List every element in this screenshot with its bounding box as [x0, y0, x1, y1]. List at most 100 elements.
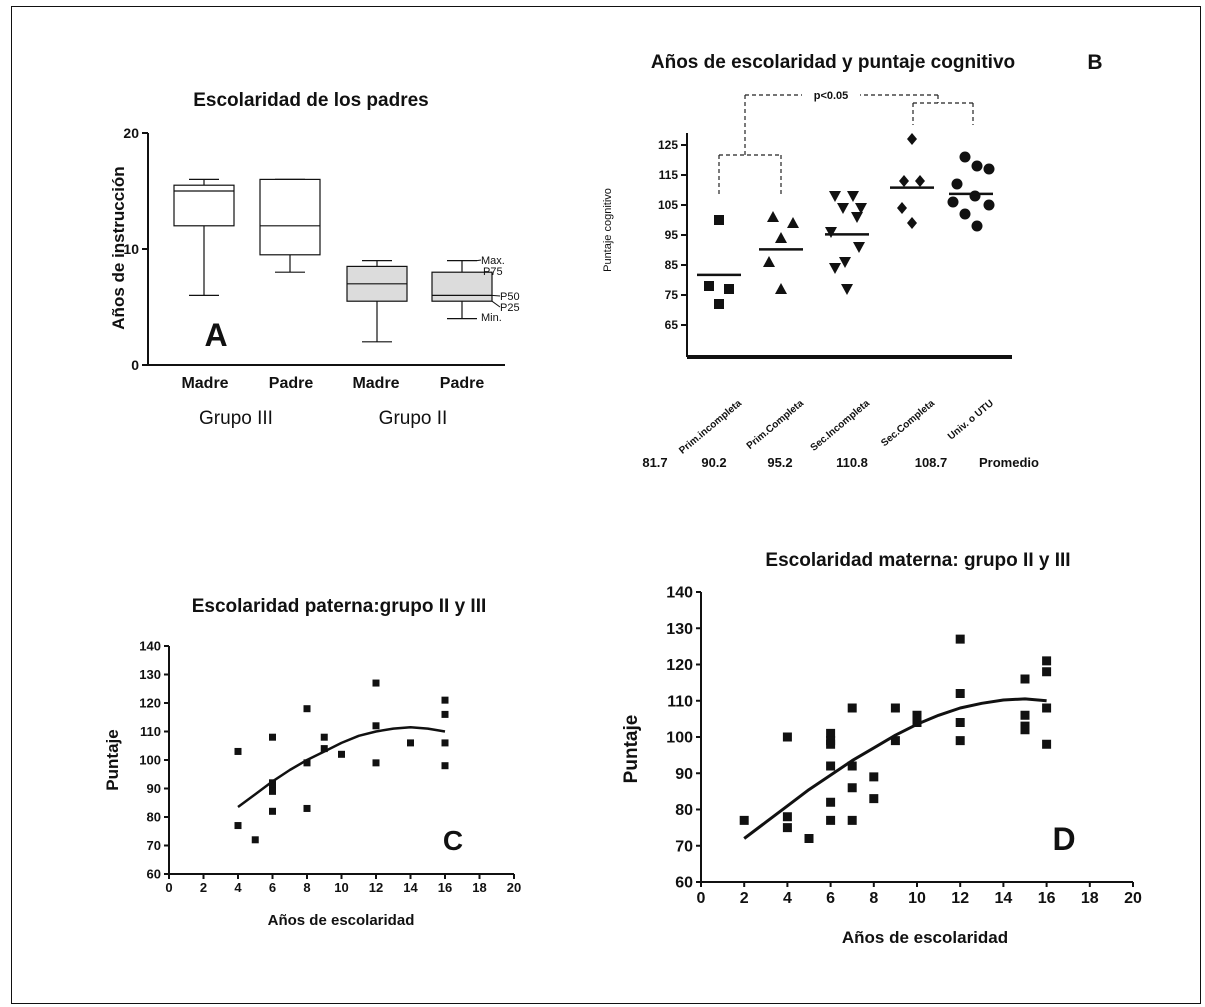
panel-b-title: Años de escolaridad y puntaje cognitivo	[651, 52, 1015, 73]
fit-curve	[743, 697, 1047, 840]
panel-b-ytick-label: 105	[658, 198, 678, 212]
point-diamond	[907, 133, 917, 145]
category-label-1: Prim.Completa	[745, 398, 806, 452]
data-point	[303, 759, 311, 767]
panel-a: Escolaridad de los padres Años de instru…	[109, 90, 520, 429]
data-point	[955, 634, 965, 644]
point-triangle-down	[855, 203, 867, 214]
panel-b-ytick-label: 125	[658, 138, 678, 152]
data-point	[372, 759, 380, 767]
ytick-label: 110	[140, 724, 161, 739]
panel-a-ylabel: Años de instrucción	[109, 166, 128, 329]
panel-c-xlabel: Años de escolaridad	[268, 912, 415, 929]
xtick-label: 0	[697, 890, 706, 907]
panel-a-cat-0: Madre	[181, 375, 228, 392]
data-point	[338, 750, 345, 758]
point-circle	[983, 199, 995, 211]
point-square	[704, 281, 714, 291]
point-circle	[959, 208, 971, 220]
data-point	[269, 787, 276, 795]
xtick-label: 8	[303, 880, 310, 895]
data-point	[407, 739, 414, 747]
ytick-label: 60	[147, 867, 161, 882]
ytick-label: 70	[147, 838, 161, 853]
category-label-2: Sec.Incompleta	[809, 398, 873, 454]
data-point	[826, 728, 836, 738]
data-point	[234, 822, 242, 830]
data-point	[1020, 674, 1030, 684]
panel-c-plot: 60 70 80 90 100 110 120 130 140 0 2 4 6 8 10 12 14 16 18 20	[139, 639, 521, 895]
xtick-label: 20	[507, 880, 521, 895]
point-circle	[971, 220, 983, 232]
panel-b-ytick-label: 85	[665, 258, 679, 272]
panel-c-ylabel: Puntaje	[103, 729, 122, 790]
data-point	[869, 772, 879, 782]
panel-b-ytick-label: 75	[665, 288, 679, 302]
data-point	[847, 783, 857, 793]
box-annot-min: Min.	[481, 312, 502, 324]
category-label-3: Sec.Completa	[879, 398, 937, 449]
point-triangle-down	[829, 263, 841, 274]
panel-b-ylabel: Puntaje cognitivo	[602, 188, 614, 272]
point-circle	[951, 178, 963, 190]
data-point	[1042, 667, 1052, 677]
box-annot-p25: P25	[500, 302, 520, 314]
point-diamond	[897, 202, 907, 214]
xtick-label: 10	[908, 890, 926, 907]
box-iqr	[173, 184, 235, 227]
data-point	[804, 834, 814, 843]
panel-d-letter: D	[1052, 821, 1075, 857]
point-triangle-down	[847, 191, 859, 202]
data-point	[739, 815, 749, 825]
mean-label-4: 108.7	[915, 455, 948, 470]
xtick-label: 16	[1038, 890, 1056, 907]
box-annot-p50: P50	[500, 291, 520, 303]
ytick-label: 140	[139, 639, 161, 654]
data-point	[847, 815, 857, 825]
category-group-3	[890, 133, 934, 229]
data-point	[826, 761, 836, 771]
xtick-label: 6	[826, 890, 835, 907]
mean-label-1: 90.2	[701, 455, 726, 470]
xtick-label: 20	[1124, 890, 1142, 907]
data-point	[441, 762, 449, 770]
xtick-label: 2	[740, 890, 749, 907]
panel-a-boxes	[173, 178, 501, 343]
point-square	[714, 215, 724, 225]
figure-frame	[11, 6, 1201, 1004]
data-point	[826, 739, 836, 749]
data-point	[303, 804, 311, 812]
box-annotation-leaders	[476, 259, 501, 308]
point-triangle-up	[767, 211, 779, 222]
point-square	[714, 299, 724, 309]
data-point	[782, 732, 792, 742]
mean-label-2: 95.2	[767, 455, 792, 470]
data-point	[303, 705, 311, 713]
category-label-4: Univ. o UTU	[946, 398, 996, 442]
point-triangle-up	[775, 283, 787, 294]
point-circle	[947, 196, 959, 208]
leader-max	[476, 259, 482, 262]
data-point	[441, 739, 449, 747]
xtick-label: 18	[472, 880, 486, 895]
point-triangle-down	[829, 191, 841, 202]
panel-b-marks	[697, 133, 995, 309]
xtick-label: 4	[783, 890, 792, 907]
data-point	[1020, 710, 1030, 720]
ytick-label: 140	[666, 585, 693, 602]
mean-label-3: 110.8	[836, 455, 868, 470]
data-point	[372, 722, 380, 730]
panel-b-axes: 65 75 85 95 105 115 125	[658, 133, 1012, 359]
panel-c-title: Escolaridad paterna:grupo II y III	[192, 596, 487, 617]
ytick-label: 80	[147, 810, 161, 825]
panel-a-ytick-label: 10	[123, 241, 139, 257]
data-point	[826, 797, 836, 807]
data-point	[782, 823, 792, 833]
ytick-label: 110	[667, 693, 693, 710]
point-triangle-down	[839, 257, 851, 268]
panel-a-letter: A	[204, 317, 227, 353]
data-point	[441, 696, 449, 704]
data-point	[847, 703, 857, 713]
data-point	[269, 807, 276, 815]
